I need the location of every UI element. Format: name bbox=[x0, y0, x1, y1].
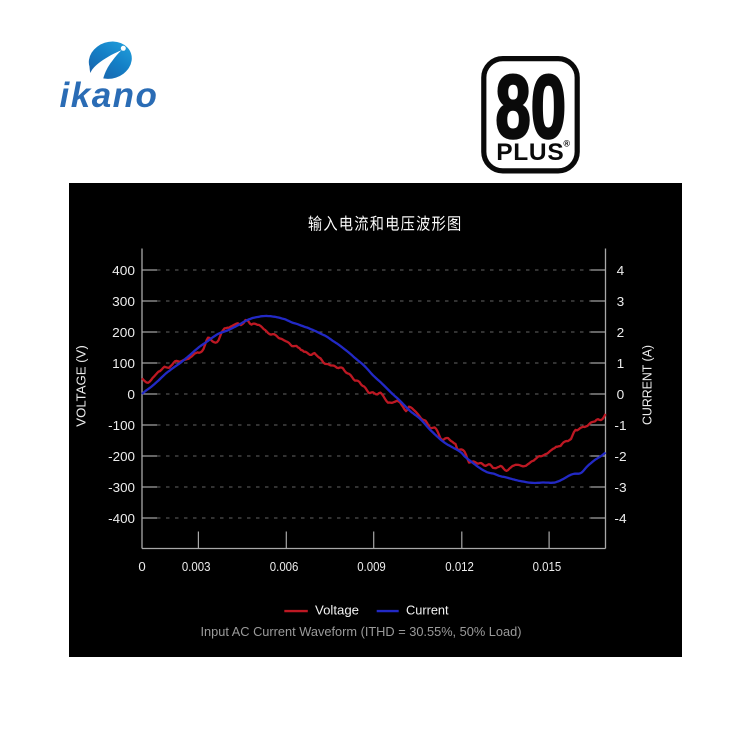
svg-text:0.015: 0.015 bbox=[533, 559, 562, 574]
svg-text:CURRENT (A): CURRENT (A) bbox=[640, 345, 655, 425]
svg-text:400: 400 bbox=[112, 263, 135, 278]
svg-text:80: 80 bbox=[495, 56, 566, 157]
svg-text:-100: -100 bbox=[108, 418, 135, 433]
svg-text:0: 0 bbox=[127, 387, 135, 402]
svg-text:ikano: ikano bbox=[60, 76, 159, 115]
svg-text:-2: -2 bbox=[614, 449, 626, 464]
svg-text:0.006: 0.006 bbox=[270, 559, 299, 574]
svg-text:1: 1 bbox=[617, 356, 625, 371]
svg-text:0: 0 bbox=[138, 559, 145, 574]
svg-text:0.012: 0.012 bbox=[445, 559, 474, 574]
svg-text:300: 300 bbox=[112, 294, 135, 309]
svg-text:2: 2 bbox=[617, 325, 625, 340]
svg-text:Current: Current bbox=[406, 603, 449, 618]
svg-text:-1: -1 bbox=[614, 418, 626, 433]
svg-text:3: 3 bbox=[617, 294, 625, 309]
svg-text:0.009: 0.009 bbox=[357, 559, 386, 574]
svg-text:-300: -300 bbox=[108, 480, 135, 495]
svg-text:4: 4 bbox=[617, 263, 625, 278]
svg-text:PLUS: PLUS bbox=[496, 139, 564, 166]
svg-text:Voltage: Voltage bbox=[315, 603, 359, 618]
svg-text:®: ® bbox=[563, 138, 570, 148]
svg-text:VOLTAGE (V): VOLTAGE (V) bbox=[74, 345, 89, 426]
svg-text:Input AC Current Waveform (ITH: Input AC Current Waveform (ITHD = 30.55%… bbox=[201, 624, 522, 639]
svg-text:-3: -3 bbox=[614, 480, 626, 495]
svg-text:-400: -400 bbox=[108, 511, 135, 526]
svg-text:0: 0 bbox=[617, 387, 625, 402]
svg-text:-200: -200 bbox=[108, 449, 135, 464]
svg-text:0.003: 0.003 bbox=[182, 559, 211, 574]
svg-text:200: 200 bbox=[112, 325, 135, 340]
svg-text:100: 100 bbox=[112, 356, 135, 371]
svg-text:-4: -4 bbox=[614, 511, 626, 526]
